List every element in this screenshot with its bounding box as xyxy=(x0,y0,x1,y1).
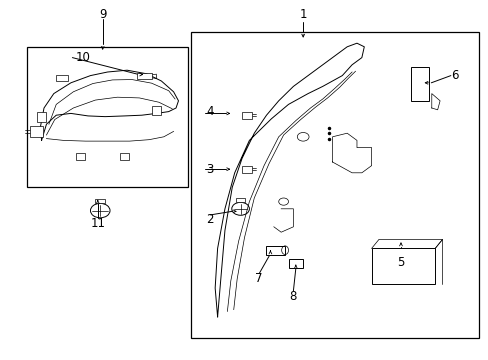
Bar xyxy=(27,47,188,187)
Polygon shape xyxy=(41,70,178,140)
Polygon shape xyxy=(215,43,364,317)
Text: 6: 6 xyxy=(450,69,458,82)
Text: 5: 5 xyxy=(396,256,404,269)
Text: 11: 11 xyxy=(90,217,105,230)
Bar xyxy=(265,246,285,255)
Text: 1: 1 xyxy=(299,8,306,21)
Bar xyxy=(235,198,245,202)
Bar xyxy=(410,67,428,101)
Bar xyxy=(37,112,46,122)
Text: 4: 4 xyxy=(206,105,214,118)
Text: 3: 3 xyxy=(206,163,214,176)
Bar xyxy=(76,153,84,160)
Bar xyxy=(95,199,105,203)
Bar xyxy=(120,153,128,160)
Bar xyxy=(56,75,68,81)
Bar xyxy=(241,166,252,173)
Bar xyxy=(241,112,252,119)
Bar xyxy=(190,32,478,338)
Bar xyxy=(288,259,303,268)
Polygon shape xyxy=(431,94,439,110)
Text: 8: 8 xyxy=(289,291,297,303)
Text: 2: 2 xyxy=(206,213,214,226)
Bar xyxy=(371,248,434,284)
Text: 7: 7 xyxy=(255,273,263,285)
Text: 9: 9 xyxy=(99,8,106,21)
Text: 10: 10 xyxy=(76,51,90,64)
Bar xyxy=(137,73,151,79)
Polygon shape xyxy=(332,133,371,173)
Bar xyxy=(151,106,161,115)
Bar xyxy=(30,126,42,137)
